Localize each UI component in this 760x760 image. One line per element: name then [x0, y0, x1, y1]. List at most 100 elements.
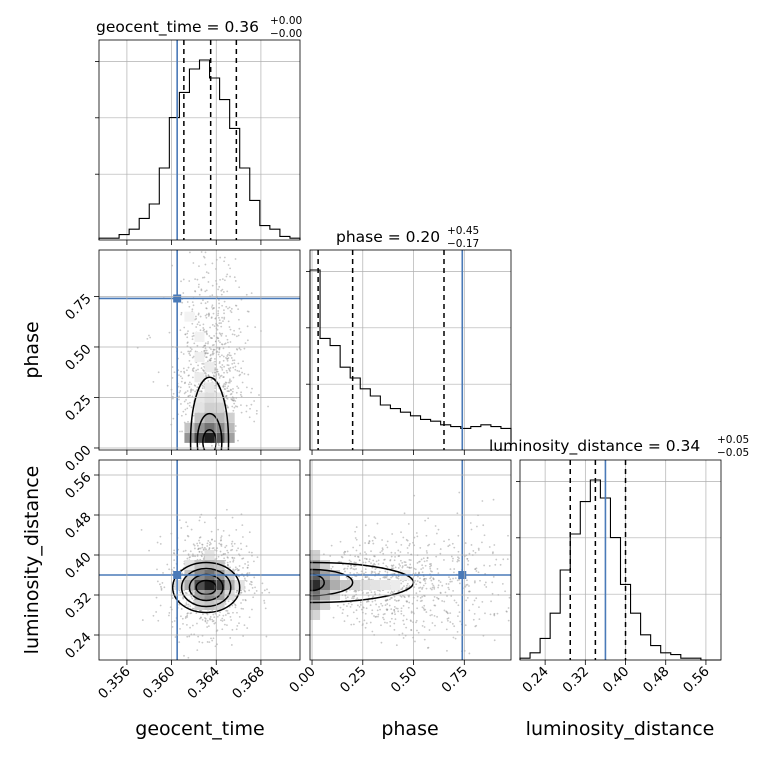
scatter-point [507, 619, 510, 622]
scatter-point [218, 444, 220, 447]
scatter-point [201, 619, 204, 621]
injection-marker [173, 294, 182, 303]
scatter-point [444, 591, 447, 594]
scatter-point [235, 335, 238, 338]
scatter-point [192, 262, 195, 264]
scatter-point [213, 307, 215, 309]
scatter-point [179, 329, 182, 332]
scatter-point [191, 395, 194, 398]
scatter-point [221, 316, 223, 319]
scatter-point [229, 341, 232, 343]
contour-line [196, 412, 223, 450]
scatter-point [241, 381, 244, 384]
scatter-point [403, 512, 406, 515]
scatter-point [188, 181, 190, 183]
scatter-point [222, 320, 224, 323]
scatter-point [416, 599, 419, 602]
scatter-point [234, 368, 237, 371]
scatter-point [243, 347, 246, 350]
scatter-point [421, 595, 424, 598]
scatter-point [244, 599, 247, 601]
scatter-point [248, 551, 251, 554]
scatter-point [210, 637, 212, 640]
scatter-point [186, 402, 189, 405]
scatter-point [344, 567, 346, 570]
scatter-point [200, 302, 203, 305]
scatter-point [249, 407, 251, 410]
scatter-point [199, 390, 201, 393]
scatter-point [227, 320, 230, 323]
scatter-point [242, 635, 244, 637]
scatter-point [422, 620, 425, 623]
scatter-point [136, 346, 139, 349]
scatter-point [380, 624, 382, 627]
scatter-point [187, 374, 190, 377]
scatter-point [499, 563, 502, 566]
y-tick-label: 0.75 [62, 291, 95, 324]
scatter-point [429, 563, 431, 566]
scatter-point [456, 512, 459, 515]
scatter-point [330, 544, 333, 547]
scatter-point [250, 292, 253, 295]
scatter-point [394, 555, 396, 558]
scatter-point [182, 367, 185, 370]
scatter-point [225, 404, 228, 407]
scatter-point [432, 577, 435, 580]
scatter-point [233, 557, 236, 559]
scatter-point [227, 206, 229, 208]
scatter-point [180, 414, 183, 417]
scatter-point [194, 350, 197, 353]
scatter-point [242, 566, 244, 569]
scatter-point [204, 617, 207, 620]
scatter-point [436, 596, 438, 599]
scatter-point [185, 398, 187, 401]
scatter-point [374, 568, 377, 571]
density-cell [224, 580, 235, 590]
scatter-point [188, 360, 191, 362]
scatter-point [439, 592, 442, 595]
scatter-point [188, 381, 191, 384]
scatter-point [189, 626, 191, 629]
scatter-point [178, 374, 180, 377]
scatter-point [216, 643, 218, 646]
diag-panel-geocent-time [98, 39, 301, 241]
scatter-point [415, 621, 417, 624]
scatter-point [253, 420, 256, 423]
scatter-point [189, 401, 191, 404]
scatter-point [253, 592, 256, 595]
scatter-point [231, 516, 234, 519]
scatter-point [238, 286, 241, 289]
scatter-point [449, 612, 452, 615]
density-cell [194, 352, 205, 363]
scatter-point [160, 587, 163, 590]
scatter-point [393, 595, 396, 598]
scatter-point [418, 560, 420, 563]
scatter-point [156, 541, 159, 544]
scatter-point [258, 394, 260, 396]
y-tick-label: 0.48 [62, 509, 95, 542]
scatter-point [227, 307, 229, 310]
scatter-point [426, 551, 428, 554]
scatter-point [375, 560, 378, 563]
scatter-point [365, 622, 368, 625]
scatter-point [443, 559, 445, 561]
scatter-point [236, 405, 239, 408]
scatter-point [397, 567, 400, 569]
scatter-point [237, 308, 240, 311]
scatter-point [226, 338, 229, 341]
scatter-point [181, 301, 184, 304]
scatter-point [173, 566, 175, 569]
scatter-point [236, 567, 239, 570]
scatter-point [225, 381, 228, 384]
title-phase-minus: −0.17 [447, 238, 479, 250]
density-cell [214, 600, 225, 610]
scatter-point [231, 333, 234, 336]
scatter-point [194, 390, 197, 393]
scatter-point [227, 367, 230, 370]
scatter-point [207, 379, 210, 382]
scatter-point [368, 558, 371, 561]
scatter-point [180, 313, 183, 316]
scatter-point [186, 614, 189, 617]
scatter-point [506, 558, 509, 561]
scatter-point [211, 262, 214, 265]
